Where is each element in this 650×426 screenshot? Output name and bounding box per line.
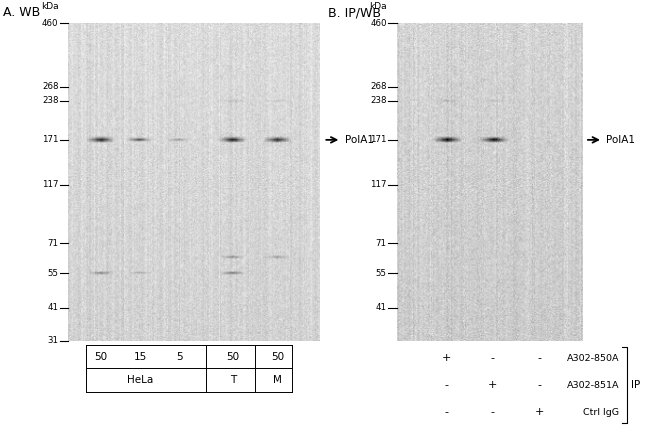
Text: 41: 41 [376,303,387,312]
Text: 15: 15 [133,352,147,362]
Text: IP: IP [630,380,640,390]
Text: 50: 50 [271,352,284,362]
Text: HeLa: HeLa [127,375,153,385]
Text: 238: 238 [370,96,387,106]
Text: B. IP/WB: B. IP/WB [328,6,382,20]
Text: 268: 268 [42,83,58,92]
Text: A302-850A: A302-850A [567,354,619,363]
Text: A302-851A: A302-851A [567,381,619,390]
Text: 268: 268 [370,83,387,92]
Text: 55: 55 [376,269,387,278]
Text: 71: 71 [376,239,387,248]
Text: kDa: kDa [41,2,58,11]
Text: -: - [445,380,448,390]
Text: 71: 71 [47,239,58,248]
Text: 117: 117 [370,180,387,189]
Text: PolA1: PolA1 [606,135,635,145]
Text: -: - [491,354,495,363]
Text: T: T [230,375,237,385]
Text: 31: 31 [47,336,58,345]
Text: -: - [537,380,541,390]
Text: Ctrl IgG: Ctrl IgG [583,408,619,417]
Text: kDa: kDa [369,2,387,11]
Text: 238: 238 [42,96,58,106]
Text: 5: 5 [176,352,183,362]
Text: 460: 460 [370,19,387,28]
Text: 50: 50 [94,352,107,362]
Text: 41: 41 [47,303,58,312]
Text: 55: 55 [47,269,58,278]
Text: A. WB: A. WB [3,6,40,20]
Text: 460: 460 [42,19,58,28]
Text: 50: 50 [227,352,240,362]
Text: -: - [537,354,541,363]
Text: +: + [442,354,451,363]
Text: M: M [273,375,281,385]
Text: PolA1: PolA1 [344,135,374,145]
Text: 171: 171 [42,135,58,144]
Text: +: + [488,380,497,390]
Text: -: - [445,407,448,417]
Text: +: + [534,407,544,417]
Text: 117: 117 [42,180,58,189]
Text: 171: 171 [370,135,387,144]
Text: -: - [491,407,495,417]
